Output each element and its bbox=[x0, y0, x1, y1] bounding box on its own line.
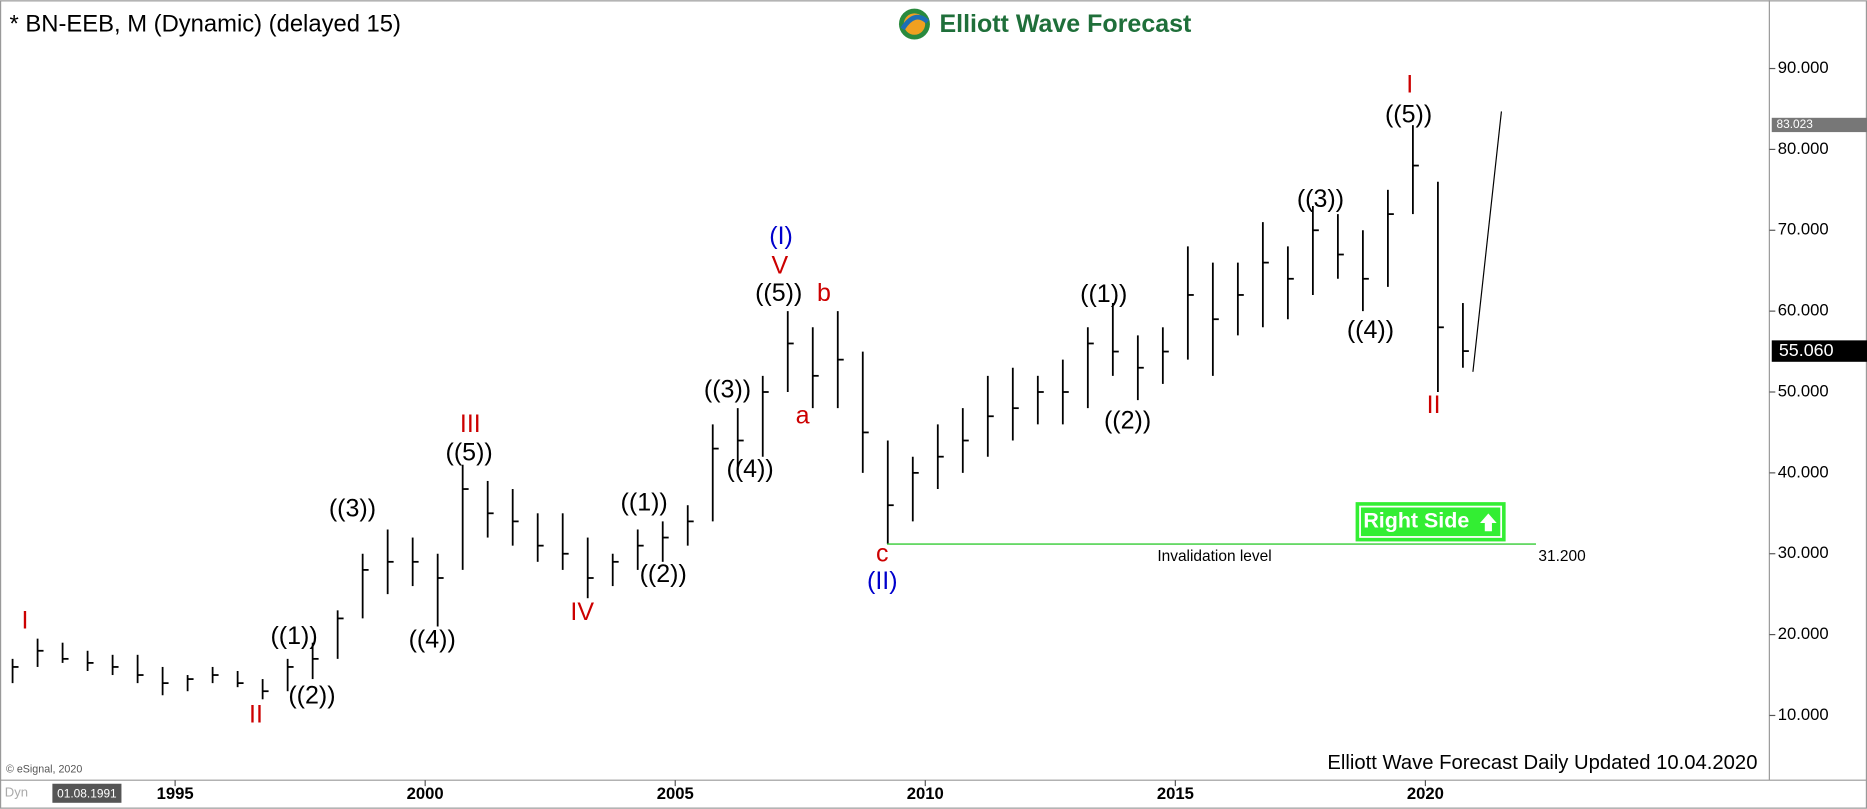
logo-wave bbox=[900, 14, 930, 31]
wave-label: II bbox=[249, 700, 263, 728]
wave-label: c bbox=[876, 540, 889, 568]
x-tick-label: 2000 bbox=[407, 784, 444, 803]
y-tick-label: 70.000 bbox=[1778, 220, 1829, 239]
projection-line bbox=[1472, 111, 1503, 372]
footer: Elliott Wave Forecast Daily Updated 10.0… bbox=[1327, 752, 1757, 774]
last-price-tag bbox=[1771, 340, 1867, 362]
wave-label: ((2)) bbox=[640, 560, 687, 588]
wave-label: IV bbox=[570, 598, 594, 626]
wave-label: ((1)) bbox=[621, 489, 668, 517]
brand-text: Elliott Wave Forecast bbox=[939, 10, 1192, 38]
wave-label: ((5)) bbox=[446, 439, 493, 467]
cursor-date-box bbox=[52, 783, 122, 803]
wave-label: I bbox=[1406, 71, 1413, 99]
y-tick-label: 20.000 bbox=[1778, 624, 1829, 643]
y-tick-label: 90.000 bbox=[1778, 58, 1829, 77]
right-side-arrow bbox=[1480, 513, 1497, 532]
wave-label: ((5)) bbox=[755, 279, 802, 307]
y-tick-label: 60.000 bbox=[1778, 301, 1829, 320]
wave-label: b bbox=[817, 279, 831, 307]
wave-label: ((3)) bbox=[1297, 185, 1344, 213]
cursor-date: 01.08.1991 bbox=[57, 787, 117, 801]
wave-label: ((4)) bbox=[727, 455, 774, 483]
x-tick-label: 2005 bbox=[657, 784, 694, 803]
wave-label: (II) bbox=[867, 567, 898, 595]
wave-label: (I) bbox=[769, 222, 793, 250]
y-tick-label: 50.000 bbox=[1778, 381, 1829, 400]
wave-label: ((3)) bbox=[704, 375, 751, 403]
y-tick-label: 40.000 bbox=[1778, 462, 1829, 481]
wave-label: III bbox=[460, 410, 481, 438]
wave-label: ((2)) bbox=[1104, 406, 1151, 434]
wave-label: ((2)) bbox=[288, 681, 335, 709]
invalidation-text: Invalidation level bbox=[1157, 548, 1271, 565]
wave-label: ((4)) bbox=[409, 625, 456, 653]
wave-label: II bbox=[1427, 391, 1441, 419]
last-price-label: 55.060 bbox=[1779, 340, 1834, 360]
right-side-text: Right Side bbox=[1363, 508, 1469, 532]
wave-label: V bbox=[772, 252, 789, 280]
y-tick-label: 30.000 bbox=[1778, 543, 1829, 562]
chart-title: * BN-EEB, M (Dynamic) (delayed 15) bbox=[10, 11, 401, 38]
cursor-mode: Dyn bbox=[5, 785, 28, 800]
x-tick-label: 1995 bbox=[157, 784, 194, 803]
high-price-label: 83.023 bbox=[1777, 117, 1814, 131]
wave-label: I bbox=[22, 606, 29, 634]
x-tick-label: 2015 bbox=[1157, 784, 1194, 803]
y-tick-label: 10.000 bbox=[1778, 705, 1829, 724]
wave-label: ((1)) bbox=[270, 622, 317, 650]
x-tick-label: 2020 bbox=[1407, 784, 1444, 803]
high-price-tag bbox=[1771, 117, 1867, 133]
x-tick-label: 2010 bbox=[907, 784, 944, 803]
right-side-fill bbox=[1360, 507, 1501, 537]
wave-label: ((5)) bbox=[1385, 100, 1432, 128]
wave-label: ((1)) bbox=[1080, 280, 1127, 308]
wave-label: ((3)) bbox=[329, 494, 376, 522]
wave-label: ((4)) bbox=[1347, 316, 1394, 344]
brand-logo: Elliott Wave Forecast bbox=[898, 8, 1192, 40]
copyright: © eSignal, 2020 bbox=[6, 763, 82, 775]
y-tick-label: 80.000 bbox=[1778, 139, 1829, 158]
wave-label: a bbox=[796, 402, 810, 430]
invalidation-price: 31.200 bbox=[1538, 548, 1585, 565]
